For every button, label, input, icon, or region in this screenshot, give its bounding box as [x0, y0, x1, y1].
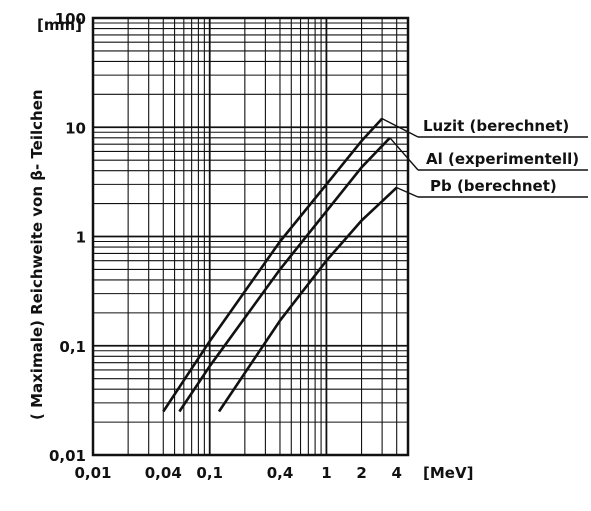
leader-line	[389, 137, 419, 171]
label-leaders	[381, 117, 588, 198]
leader-line	[381, 117, 419, 138]
x-tick-label: 4	[391, 464, 401, 482]
y-tick-label: 0,1	[59, 338, 86, 356]
series-label: Pb (berechnet)	[430, 177, 557, 195]
y-tick-labels: 100 10 1 0,1 0,01	[49, 10, 86, 465]
x-axis-label: [MeV]	[423, 464, 473, 482]
series-lines	[162, 117, 398, 413]
y-unit-label: [mm]	[37, 16, 82, 34]
x-tick-label: 2	[356, 464, 366, 482]
x-tick-label: 0,01	[74, 464, 111, 482]
x-tick-label: 0,04	[145, 464, 182, 482]
leader-line	[396, 187, 419, 198]
y-axis-label: ( Maximale) Reichweite von β- Teilchen	[28, 89, 46, 420]
series-labels: Luzit (berechnet) Al (experimentell) Pb (b…	[423, 117, 579, 195]
x-tick-label: 1	[321, 464, 331, 482]
y-tick-label: 1	[76, 229, 86, 247]
series-label: Al (experimentell)	[426, 150, 579, 168]
series-line	[217, 186, 398, 413]
grid	[93, 18, 409, 455]
series-line	[178, 136, 391, 413]
plot-frame	[91, 16, 410, 457]
x-tick-label: 0,1	[196, 464, 223, 482]
x-tick-label: 0,4	[267, 464, 294, 482]
series-label: Luzit (berechnet)	[423, 117, 569, 135]
y-tick-label: 10	[65, 119, 86, 137]
x-tick-labels: 0,01 0,04 0,1 0,4 1 2 4	[74, 464, 401, 482]
series-line	[162, 117, 384, 413]
y-tick-label: 0,01	[49, 447, 86, 465]
y-tick-label: 100	[55, 10, 86, 28]
